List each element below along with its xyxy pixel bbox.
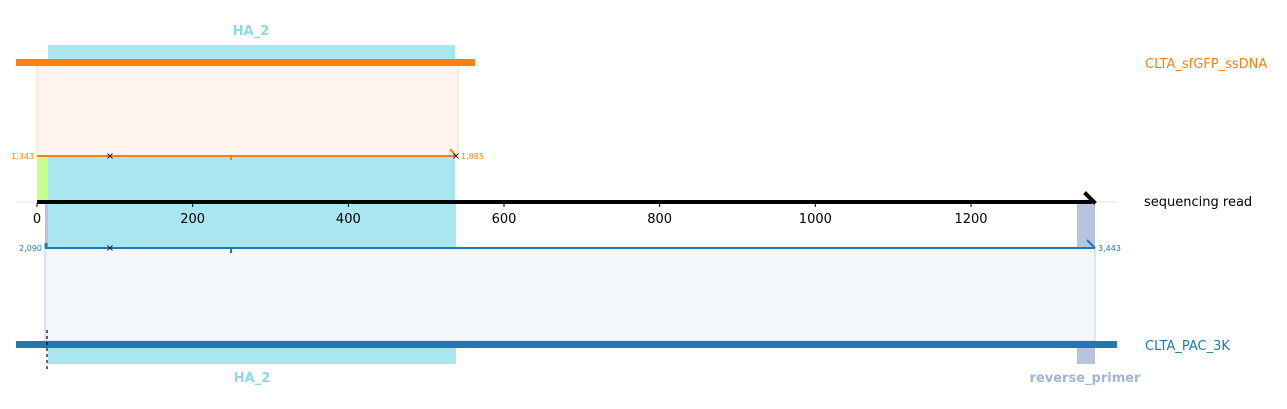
top-end-coordinate: 1,885 (461, 152, 484, 161)
axis-name: sequencing read (1144, 195, 1252, 210)
axis-tick-label: 800 (647, 212, 672, 227)
axis-ticks: 0 200 400 600 800 1000 1200 (33, 203, 988, 227)
axis-tick-label: 400 (336, 212, 361, 227)
axis-arrow-icon (1083, 191, 1097, 205)
bottom-read-bar (16, 341, 1117, 348)
top-read-bar (16, 59, 475, 66)
bottom-end-coordinate: 3,443 (1098, 244, 1121, 253)
axis-tick-label: 1000 (799, 212, 832, 227)
top-alignment-band (36, 62, 459, 157)
top-start-coordinate: 1,343 (11, 152, 34, 161)
bottom-start-coordinate: 2,090 (19, 244, 42, 253)
top-direction-arrow (449, 148, 457, 157)
bottom-small-feature (45, 203, 48, 248)
top-green-feature (37, 156, 48, 201)
bottom-alignment-band (44, 247, 1096, 342)
axis-tick-label: 200 (180, 212, 205, 227)
top-mismatch-x-icon: × (106, 151, 114, 162)
axis-tick-label: 0 (33, 212, 41, 227)
top-read-name: CLTA_sfGFP_ssDNA (1145, 57, 1267, 72)
bottom-feature-label-ha2: HA_2 (234, 371, 271, 386)
bottom-mismatch-x-icon: × (106, 243, 114, 254)
bottom-read-name: CLTA_PAC_3K (1145, 339, 1230, 354)
top-end-x-icon: × (452, 151, 460, 162)
axis-tick-label: 600 (492, 212, 517, 227)
bottom-feature-label-reverse-primer: reverse_primer (1030, 371, 1142, 386)
top-feature-label-ha2: HA_2 (233, 24, 270, 39)
axis-tick-label: 1200 (954, 212, 987, 227)
bottom-direction-arrow (1086, 239, 1096, 249)
